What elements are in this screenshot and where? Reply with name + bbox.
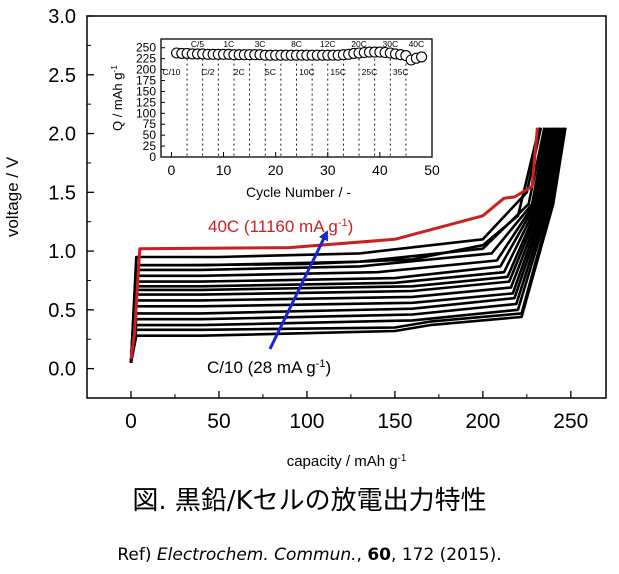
- rate-label: C/2: [201, 67, 215, 77]
- rate-label: 8C: [291, 39, 302, 49]
- inset-y-tick-label: 150: [136, 84, 156, 98]
- discharge-curve: [129, 127, 550, 363]
- discharge-curve: [129, 127, 546, 363]
- inset-y-tick-label: 100: [136, 106, 156, 120]
- y-tick-label: 2.5: [48, 65, 76, 87]
- rate-label: 40C: [409, 39, 425, 49]
- annotations: 40C (11160 mA g-1) C/10 (28 mA g-1): [207, 217, 353, 377]
- rate-label: 25C: [362, 67, 378, 77]
- reference-volume: 60: [367, 545, 392, 565]
- rate-label: 3C: [255, 39, 266, 49]
- inset-y-tick-label: 125: [136, 95, 156, 109]
- discharge-curves: [129, 127, 567, 363]
- reference-line: Ref) Electrochem. Commun., 60, 172 (2015…: [117, 545, 502, 565]
- main-plot-frame: [86, 15, 607, 399]
- inset-y-tick-label: 75: [143, 117, 157, 131]
- inset-y-tick-label: 200: [136, 63, 156, 77]
- capacity-point: [416, 51, 428, 63]
- y-axis-label: voltage / V: [3, 156, 22, 237]
- y-tick-label: 1.5: [48, 182, 76, 204]
- curve-40c: [129, 127, 539, 360]
- y-tick-label: 1.0: [48, 241, 76, 263]
- rate-label: C/5: [191, 39, 205, 49]
- rate-label: 30C: [383, 39, 399, 49]
- inset-x-tick-label: 20: [268, 162, 284, 178]
- reference-journal: Electrochem. Commun.: [156, 545, 357, 565]
- inset-y-tick-label: 25: [143, 139, 157, 153]
- inset-x-axis-label: Cycle Number / -: [246, 184, 351, 200]
- discharge-curve: [129, 127, 548, 363]
- x-tick-label: 0: [125, 410, 137, 433]
- inset-x-tick-label: 50: [424, 162, 440, 178]
- inset-y-axis-label: Q / mAh g-1: [109, 65, 125, 131]
- x-tick-label: 250: [553, 410, 588, 433]
- rate-label: 2C: [234, 67, 245, 77]
- chart: 0 50 100 150 200 2500.00.51.01.52.02.53.0capa…: [3, 6, 607, 471]
- rate-label: 15C: [330, 67, 346, 77]
- rate-label: 12C: [320, 39, 336, 49]
- y-tick-label: 3.0: [48, 6, 76, 28]
- inset-y-tick-label: 50: [143, 128, 157, 142]
- rate-arrow: [268, 230, 329, 350]
- inset-x-tick-label: 30: [320, 162, 336, 178]
- discharge-curve: [129, 127, 567, 363]
- inset-x-tick-label: 40: [372, 162, 388, 178]
- y-tick-label: 2.0: [48, 124, 76, 146]
- inset-y-tick-label: 225: [136, 52, 156, 66]
- rate-label: 20C: [351, 39, 367, 49]
- annotation-c10: C/10 (28 mA g-1): [207, 358, 331, 377]
- x-tick-label: 50: [207, 410, 230, 433]
- inset-x-tick-label: 0: [168, 162, 176, 178]
- inset-y-tick-label: 175: [136, 74, 156, 88]
- inset-y-tick-label: 0: [149, 150, 156, 164]
- y-tick-label: 0.0: [48, 359, 76, 381]
- discharge-curve: [129, 127, 566, 363]
- annotation-40c: 40C (11160 mA g-1): [208, 217, 353, 236]
- discharge-curve: [129, 127, 543, 363]
- rate-label: C/10: [162, 67, 180, 77]
- rate-label: 1C: [223, 39, 234, 49]
- rate-label: 10C: [299, 67, 315, 77]
- x-tick-label: 150: [377, 410, 412, 433]
- x-tick-label: 200: [465, 410, 500, 433]
- inset-plot: 0 10 20 30 40 500255075100125150175200225250C…: [96, 24, 444, 204]
- rate-label: 5C: [265, 67, 276, 77]
- rate-label: 35C: [393, 67, 409, 77]
- figure-caption: 図. 黒鉛/Kセルの放電出力特性: [132, 486, 487, 516]
- inset-x-tick-label: 10: [216, 162, 232, 178]
- reference-rest: , 172 (2015).: [391, 545, 502, 565]
- inset-y-tick-label: 250: [136, 41, 156, 55]
- x-axis-label: capacity / mAh g-1: [287, 453, 407, 471]
- x-tick-label: 100: [289, 410, 324, 433]
- reference-prefix: Ref): [117, 545, 157, 565]
- inset-frame: [160, 38, 433, 158]
- y-tick-label: 0.5: [48, 300, 76, 322]
- main-plot: 0 50 100 150 200 2500.00.51.01.52.02.53.0capa…: [3, 6, 607, 471]
